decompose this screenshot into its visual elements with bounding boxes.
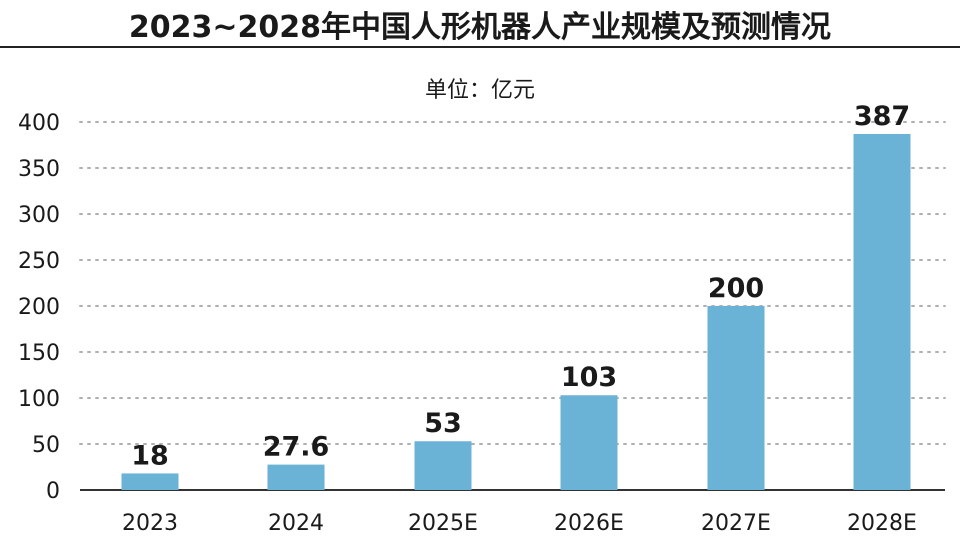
bar bbox=[707, 306, 765, 490]
bar bbox=[267, 464, 325, 490]
bar-value-label: 27.6 bbox=[263, 432, 330, 463]
bar-value-label: 387 bbox=[854, 101, 910, 132]
y-tick-label: 0 bbox=[46, 479, 60, 504]
bar-value-label: 53 bbox=[424, 408, 462, 439]
bar-value-label: 18 bbox=[131, 440, 169, 471]
x-tick-label: 2026E bbox=[554, 511, 624, 536]
title-divider bbox=[0, 46, 960, 48]
y-tick-label: 350 bbox=[18, 157, 60, 182]
x-tick-label: 2027E bbox=[701, 511, 771, 536]
bar-value-label: 103 bbox=[561, 362, 617, 393]
y-tick-label: 100 bbox=[18, 387, 60, 412]
y-tick-label: 300 bbox=[18, 203, 60, 228]
bar bbox=[853, 133, 911, 490]
y-tick-label: 150 bbox=[18, 341, 60, 366]
unit-label: 单位：亿元 bbox=[424, 78, 535, 103]
chart-title: 2023~2028年中国人形机器人产业规模及预测情况 bbox=[128, 10, 832, 45]
bar-value-label: 200 bbox=[708, 273, 764, 304]
x-tick-label: 2025E bbox=[408, 511, 478, 536]
y-tick-label: 200 bbox=[18, 295, 60, 320]
x-tick-label: 2028E bbox=[847, 511, 917, 536]
bar bbox=[414, 441, 472, 490]
x-tick-label: 2023 bbox=[122, 511, 178, 536]
bar bbox=[121, 473, 179, 490]
y-tick-label: 400 bbox=[18, 111, 60, 136]
x-tick-label: 2024 bbox=[268, 511, 324, 536]
bar bbox=[560, 395, 618, 490]
y-tick-label: 250 bbox=[18, 249, 60, 274]
y-tick-label: 50 bbox=[32, 433, 60, 458]
